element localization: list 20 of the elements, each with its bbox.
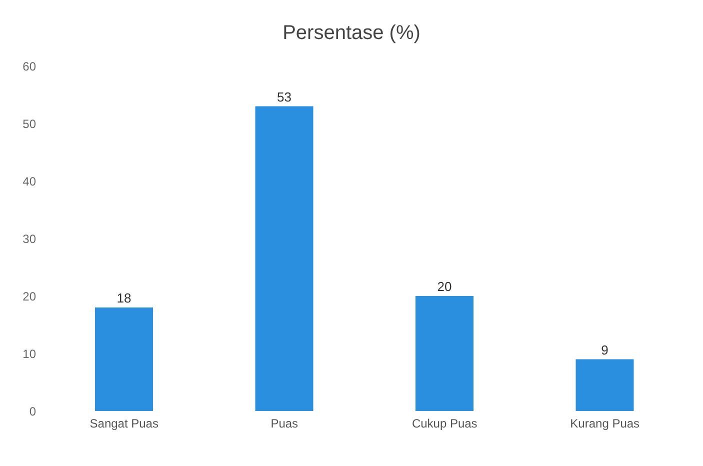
y-tick-label: 30 [22,232,36,246]
y-tick-label: 20 [22,289,36,304]
y-tick-label: 10 [22,346,36,361]
data-label: 18 [116,290,132,306]
x-tick-label: Cukup Puas [412,416,478,431]
y-tick-label: 50 [22,116,36,131]
y-tick-label: 0 [29,404,36,418]
x-tick-label: Sangat Puas [90,416,158,431]
chart-title: Persentase (%) [282,22,422,46]
bar [416,296,474,411]
data-label: 9 [601,342,608,358]
x-tick-label: Puas [270,416,298,431]
bar [576,359,634,411]
bar [255,106,314,411]
x-tick-label: Kurang Puas [570,416,640,431]
data-label: 53 [277,89,292,104]
y-tick-label: 60 [22,59,36,74]
y-tick-label: 40 [22,174,36,188]
bar [95,308,153,411]
data-label: 20 [437,279,452,294]
